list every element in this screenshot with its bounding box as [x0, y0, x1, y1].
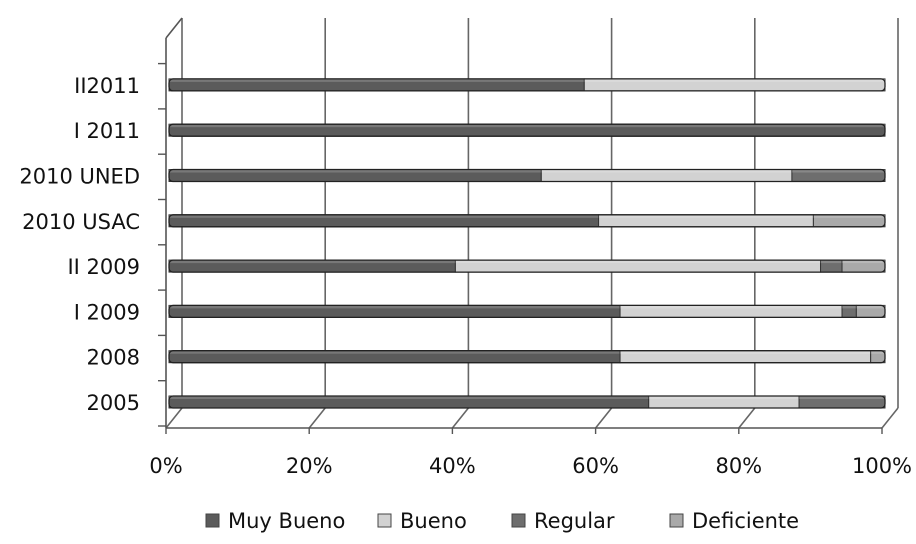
bar-segment-highlight: [648, 396, 800, 399]
x-tick-label: 100%: [852, 454, 912, 478]
y-tick-label: 2005: [87, 391, 140, 415]
y-tick-label: 2010 UNED: [19, 165, 140, 189]
bar-outline: [168, 395, 886, 409]
x-tick-label: 0%: [149, 454, 182, 478]
floor-gridline: [451, 407, 470, 429]
bar-segment-highlight: [842, 260, 885, 264]
bar-outline: [168, 78, 886, 92]
y-tick-label: I 2011: [74, 119, 140, 143]
bar-outline: [168, 259, 886, 273]
bar-segment-highlight: [620, 305, 843, 309]
bar-outline: [168, 214, 886, 228]
y-tick-label: II2011: [74, 74, 140, 98]
floor-gridline: [165, 407, 183, 429]
axes: [158, 17, 883, 434]
legend-label: Regular: [534, 509, 615, 533]
bar-segment-highlight: [169, 214, 599, 218]
bar-segment-highlight: [842, 305, 857, 309]
floor-gridline: [881, 407, 899, 429]
bar-segment-highlight: [169, 124, 885, 128]
legend-swatch: [669, 513, 684, 528]
x-tick-label: 40%: [429, 454, 476, 478]
bar-outline: [168, 304, 886, 319]
y-tick-label: II 2009: [67, 255, 140, 279]
bar-segment-highlight: [169, 78, 585, 82]
bar-segment-highlight: [598, 214, 814, 218]
bar-segment-highlight: [856, 305, 885, 309]
bar-outline: [168, 123, 886, 137]
bar-segment-highlight: [584, 78, 885, 82]
bar-segment-highlight: [169, 260, 456, 264]
bar-segment-highlight: [620, 350, 871, 354]
floor-gridline: [738, 407, 756, 429]
floor-gridline: [594, 407, 613, 429]
y-tick-label: 2008: [87, 346, 140, 370]
x-tick-label: 80%: [715, 454, 762, 478]
bar-segment-highlight: [169, 169, 542, 173]
bar-segment-highlight: [169, 350, 621, 354]
legend-label: Bueno: [400, 509, 467, 533]
legend-swatch: [205, 513, 220, 528]
y-tick-label: 2010 USAC: [22, 210, 140, 234]
bar-outline: [168, 168, 886, 183]
y-tick-label: I 2009: [74, 300, 140, 324]
bar-segment-highlight: [455, 260, 821, 264]
legend-swatch: [511, 513, 526, 528]
bar-segment-highlight: [541, 169, 792, 173]
bar-outline: [168, 350, 886, 364]
bar-segment-highlight: [799, 396, 885, 399]
bar-segment-highlight: [870, 350, 885, 354]
bars: [168, 78, 886, 409]
bar-segment-highlight: [169, 305, 621, 309]
x-tick-label: 60%: [572, 454, 619, 478]
bar-segment-highlight: [169, 396, 649, 399]
legend-label: Muy Bueno: [228, 509, 345, 533]
legend-label: Deficiente: [692, 509, 799, 533]
bar-segment-highlight: [820, 260, 843, 264]
tick-labels: 0% 20% 40% 60% 80% 100% 2005 2008 I 2009 II 2009 2…: [19, 74, 912, 478]
x-tick-label: 20%: [286, 454, 333, 478]
legend: Muy Bueno Bueno Regular Deficiente: [205, 509, 799, 533]
bar-segment-highlight: [813, 214, 885, 218]
bar-segment-highlight: [791, 169, 885, 173]
floor-gridline: [308, 407, 326, 429]
legend-swatch: [377, 513, 392, 528]
y-axis-top: [165, 17, 183, 39]
